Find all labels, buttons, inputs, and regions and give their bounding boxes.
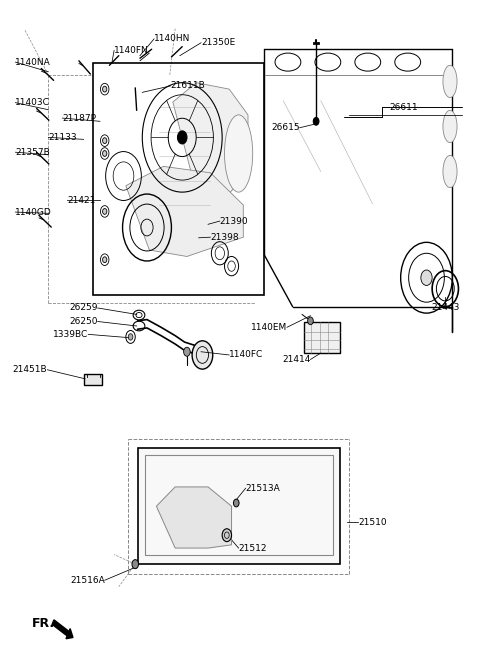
Text: 21357B: 21357B — [15, 148, 50, 156]
Circle shape — [192, 341, 213, 369]
Circle shape — [313, 117, 319, 125]
Text: 21510: 21510 — [359, 518, 387, 527]
Text: 21133: 21133 — [48, 133, 77, 142]
Text: 21443: 21443 — [431, 303, 459, 312]
Polygon shape — [156, 487, 231, 548]
Circle shape — [178, 131, 187, 144]
Text: 21398: 21398 — [210, 233, 239, 242]
Ellipse shape — [443, 155, 457, 188]
Circle shape — [233, 499, 239, 507]
Text: 26250: 26250 — [69, 317, 97, 326]
Text: FR.: FR. — [32, 617, 55, 630]
Text: 21451B: 21451B — [13, 365, 48, 374]
Circle shape — [103, 257, 107, 263]
Circle shape — [103, 138, 107, 143]
Text: 21350E: 21350E — [201, 38, 235, 48]
Text: 26615: 26615 — [271, 123, 300, 132]
Text: 1140EM: 1140EM — [251, 323, 287, 332]
Text: 21390: 21390 — [220, 216, 249, 226]
Text: 1140HN: 1140HN — [154, 35, 191, 44]
Ellipse shape — [443, 110, 457, 143]
Ellipse shape — [443, 65, 457, 98]
Text: 26259: 26259 — [69, 303, 97, 312]
Text: 21421: 21421 — [67, 196, 96, 205]
Text: 1140FC: 1140FC — [229, 351, 264, 359]
Circle shape — [103, 209, 107, 215]
Polygon shape — [126, 166, 243, 256]
Bar — [84, 374, 102, 385]
Circle shape — [184, 348, 190, 356]
Text: 21414: 21414 — [282, 355, 311, 364]
FancyArrow shape — [52, 620, 73, 639]
Text: 26611: 26611 — [389, 103, 418, 112]
Circle shape — [128, 334, 133, 340]
Circle shape — [308, 317, 313, 325]
Text: 11403C: 11403C — [15, 98, 50, 107]
Circle shape — [421, 270, 432, 286]
Circle shape — [132, 559, 139, 569]
Text: 1140FN: 1140FN — [114, 46, 149, 55]
Text: 1339BC: 1339BC — [53, 330, 88, 339]
Text: 21516A: 21516A — [70, 576, 105, 585]
Text: 21512: 21512 — [239, 544, 267, 552]
Ellipse shape — [225, 115, 252, 192]
Bar — [128, 439, 349, 574]
Bar — [304, 322, 339, 353]
Text: 1140NA: 1140NA — [15, 57, 51, 67]
Bar — [93, 63, 264, 295]
Bar — [255, 49, 452, 333]
Circle shape — [103, 86, 107, 92]
Circle shape — [222, 529, 231, 542]
Bar — [93, 63, 264, 295]
Polygon shape — [173, 83, 248, 199]
Bar — [138, 449, 339, 564]
Circle shape — [103, 151, 107, 156]
Text: 1140GD: 1140GD — [15, 207, 52, 216]
Text: 21513A: 21513A — [246, 484, 280, 493]
Bar — [144, 454, 333, 554]
Text: 21611B: 21611B — [170, 82, 205, 91]
Text: 21187P: 21187P — [62, 113, 96, 123]
